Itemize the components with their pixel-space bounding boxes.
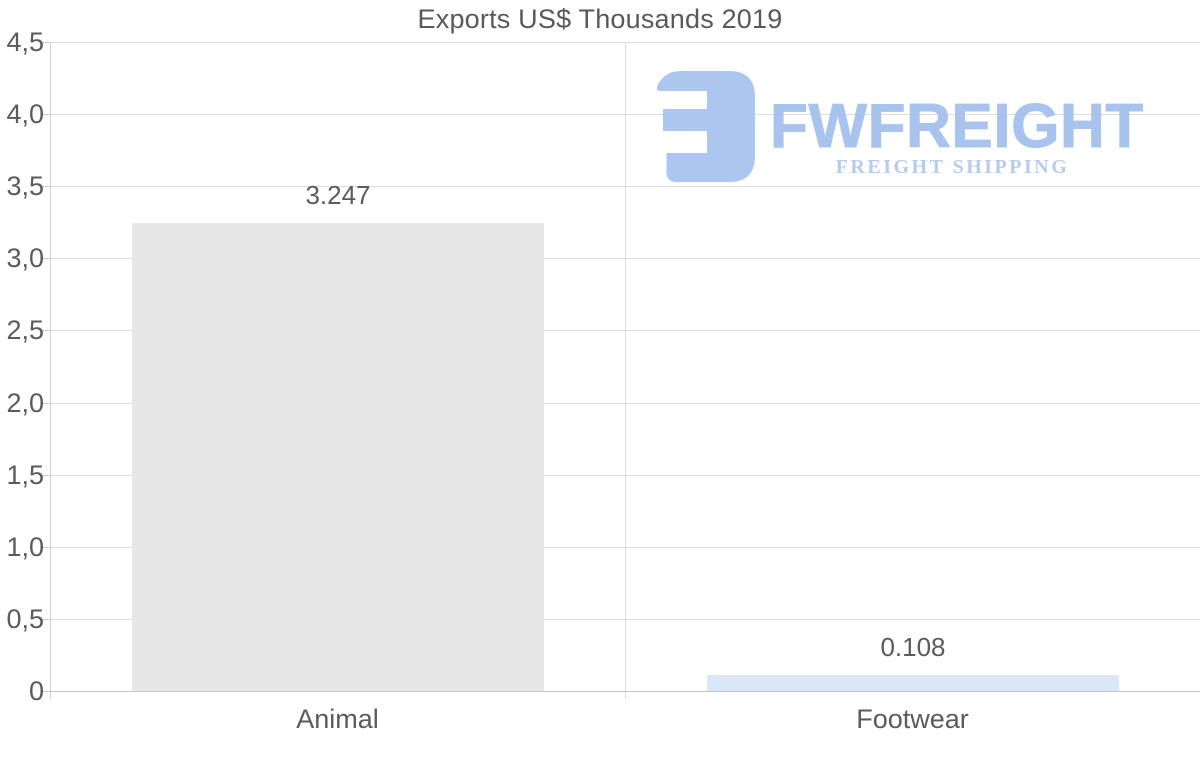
y-axis-tick-label: 0,5 — [6, 604, 44, 634]
x-axis-category-label: Footwear — [856, 704, 969, 734]
y-axis-tick-label: 4,5 — [6, 27, 44, 57]
fwfreight-logo-icon — [656, 71, 755, 182]
y-axis-tick — [42, 258, 50, 259]
brand-watermark: FWFREIGHT FREIGHT SHIPPING — [650, 68, 1160, 188]
bar-value-label: 0.108 — [880, 632, 946, 662]
y-axis-line — [50, 42, 51, 699]
y-axis-tick — [42, 330, 50, 331]
y-axis-tick-label: 1,0 — [6, 532, 44, 562]
y-axis-tick — [42, 475, 50, 476]
y-axis-tick — [42, 42, 50, 43]
bar-footwear — [707, 675, 1119, 691]
chart-title: Exports US$ Thousands 2019 — [417, 4, 783, 34]
bar-value-label: 3.247 — [305, 180, 371, 210]
x-axis-category-label: Animal — [296, 704, 379, 734]
y-axis-tick-label: 4,0 — [6, 99, 44, 129]
brand-tagline: FREIGHT SHIPPING — [835, 156, 1070, 178]
brand-name: FWFREIGHT — [770, 92, 1144, 161]
bar-animal — [132, 223, 544, 691]
x-axis-line — [50, 691, 1200, 692]
y-axis-tick — [42, 114, 50, 115]
y-axis-tick — [42, 547, 50, 548]
category-divider-gridline — [625, 42, 626, 699]
plot-area: 0 0,5 1,0 1,5 2,0 2,5 3,0 3,5 4,0 4,5 3.247 Animal 0… — [6, 27, 1200, 734]
y-axis-tick — [42, 403, 50, 404]
y-axis-tick — [42, 619, 50, 620]
y-axis-tick — [42, 691, 50, 692]
y-axis-tick-label: 1,5 — [6, 460, 44, 490]
y-axis-tick-label: 3,5 — [6, 171, 44, 201]
y-axis-tick-label: 2,0 — [6, 388, 44, 418]
y-axis-tick — [42, 186, 50, 187]
y-axis-tick-label: 0 — [28, 676, 44, 706]
y-axis-tick-label: 3,0 — [6, 243, 44, 273]
y-axis-tick-label: 2,5 — [6, 315, 44, 345]
